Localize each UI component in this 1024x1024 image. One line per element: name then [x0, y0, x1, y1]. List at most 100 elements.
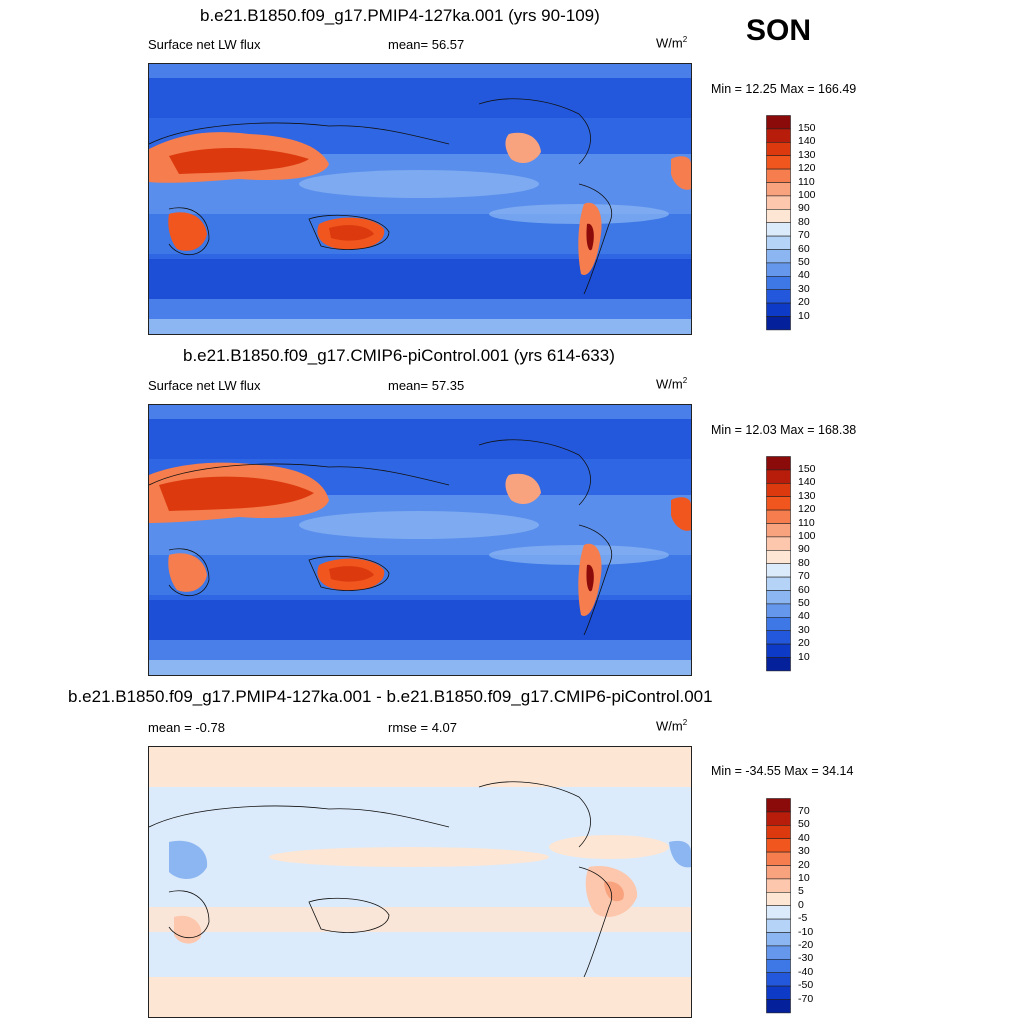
- colorbar-swatch: [766, 115, 791, 130]
- colorbar-tick-label: 30: [798, 282, 810, 295]
- colorbar-swatch: [766, 563, 791, 578]
- colorbar-swatch: [766, 316, 791, 331]
- colorbar-swatch: [766, 851, 791, 866]
- colorbar-tick-label: -40: [798, 965, 814, 978]
- colorbar-swatch: [766, 262, 791, 277]
- map-panel-1: [148, 63, 692, 335]
- colorbar-tick-label: -30: [798, 952, 814, 965]
- colorbar-swatch: [766, 892, 791, 907]
- colorbar-swatches: [766, 456, 791, 672]
- colorbar-tick-label: 20: [798, 637, 810, 650]
- colorbar-swatch: [766, 182, 791, 197]
- colorbar-swatch: [766, 590, 791, 605]
- colorbar-swatch: [766, 945, 791, 960]
- colorbar-swatch: [766, 603, 791, 618]
- colorbar-swatch: [766, 811, 791, 826]
- colorbar-tick-label: -20: [798, 938, 814, 951]
- colorbar-tick-label: 140: [798, 476, 816, 489]
- panel-1-units: W/m2: [656, 35, 688, 51]
- map-panel-3: [148, 746, 692, 1018]
- colorbar-tick-label: 120: [798, 503, 816, 516]
- colorbar-panel-2: 150 140 130 120 110 100 90 80 70 60 50 40 30 20 10: [766, 456, 816, 677]
- panel-1-mean: mean= 56.57: [388, 37, 465, 52]
- colorbar-swatch: [766, 999, 791, 1014]
- colorbar-tick-label: 40: [798, 831, 810, 844]
- colorbar-tick-label: 130: [798, 148, 816, 161]
- panel-1-minmax: Min = 12.25 Max = 166.49: [711, 82, 857, 96]
- colorbar-tick-label: -10: [798, 925, 814, 938]
- map-1-field: [149, 64, 691, 334]
- panel-3-minmax: Min = -34.55 Max = 34.14: [711, 764, 854, 778]
- colorbar-swatch: [766, 496, 791, 511]
- colorbar-swatch: [766, 235, 791, 250]
- colorbar-swatch: [766, 509, 791, 524]
- colorbar-swatch: [766, 128, 791, 143]
- colorbar-tick-label: -50: [798, 979, 814, 992]
- colorbar-swatch: [766, 643, 791, 658]
- colorbar-tick-label: 70: [798, 570, 810, 583]
- colorbar-tick-label: 60: [798, 583, 810, 596]
- colorbar-tick-label: 130: [798, 489, 816, 502]
- colorbar-swatch: [766, 289, 791, 304]
- colorbar-tick-label: 150: [798, 462, 816, 475]
- map-2-field: [149, 405, 691, 675]
- colorbar-swatch: [766, 302, 791, 317]
- colorbar-tick-label: -5: [798, 912, 808, 925]
- colorbar-swatch: [766, 456, 791, 471]
- colorbar-swatches: [766, 115, 791, 331]
- colorbar-tick-label: 50: [798, 255, 810, 268]
- colorbar-swatch: [766, 523, 791, 538]
- colorbar-tick-label: 110: [798, 175, 815, 188]
- colorbar-swatch: [766, 276, 791, 291]
- colorbar-tick-label: 90: [798, 202, 810, 215]
- colorbar-tick-label: 40: [798, 610, 810, 623]
- colorbar-tick-label: 50: [798, 596, 810, 609]
- colorbar-swatch: [766, 209, 791, 224]
- panel-2-mean: mean= 57.35: [388, 378, 465, 393]
- colorbar-tick-label: 110: [798, 516, 815, 529]
- colorbar-tick-label: 100: [798, 188, 816, 201]
- colorbar-tick-label: 30: [798, 623, 810, 636]
- colorbar-swatch: [766, 824, 791, 839]
- colorbar-swatch: [766, 918, 791, 933]
- colorbar-tick-label: 120: [798, 162, 816, 175]
- colorbar-swatch: [766, 536, 791, 551]
- colorbar-tick-label: -70: [798, 992, 814, 1005]
- colorbar-tick-label: 100: [798, 529, 816, 542]
- colorbar-tick-label: 90: [798, 543, 810, 556]
- panel-1-variable: Surface net LW flux: [148, 37, 261, 52]
- panel-2-variable: Surface net LW flux: [148, 378, 261, 393]
- colorbar-panel-1: 150 140 130 120 110 100 90 80 70 60 50 40 30 20 10: [766, 115, 816, 336]
- colorbar-swatch: [766, 617, 791, 632]
- colorbar-tick-label: 5: [798, 885, 804, 898]
- colorbar-swatch: [766, 865, 791, 880]
- colorbar-swatch: [766, 905, 791, 920]
- colorbar-swatch: [766, 469, 791, 484]
- colorbar-swatch: [766, 838, 791, 853]
- colorbar-tick-label: 10: [798, 309, 810, 322]
- colorbar-tick-label: 20: [798, 858, 810, 871]
- colorbar-swatch: [766, 657, 791, 672]
- colorbar-tick-label: 20: [798, 296, 810, 309]
- colorbar-swatch: [766, 168, 791, 183]
- colorbar-tick-label: 30: [798, 845, 810, 858]
- panel-2-title: b.e21.B1850.f09_g17.CMIP6-piControl.001 …: [183, 346, 615, 365]
- colorbar-tick-label: 50: [798, 818, 810, 831]
- colorbar-panel-3: 70 50 40 30 20 10 5 0 -5 -10 -20 -30 -40 -50 -70: [766, 798, 813, 1019]
- panel-1-title: b.e21.B1850.f09_g17.PMIP4-127ka.001 (yrs…: [200, 6, 600, 25]
- panel-3-title: b.e21.B1850.f09_g17.PMIP4-127ka.001 - b.…: [68, 687, 713, 706]
- panel-2-units: W/m2: [656, 376, 688, 392]
- colorbar-swatch: [766, 576, 791, 591]
- map-3-field: [149, 747, 691, 1017]
- colorbar-tick-label: 150: [798, 121, 816, 134]
- colorbar-swatch: [766, 222, 791, 237]
- colorbar-tick-label: 40: [798, 269, 810, 282]
- colorbar-swatch: [766, 972, 791, 987]
- colorbar-swatch: [766, 482, 791, 497]
- colorbar-swatch: [766, 932, 791, 947]
- colorbar-swatch: [766, 141, 791, 156]
- panel-3-units: W/m2: [656, 718, 688, 734]
- season-label: SON: [746, 14, 812, 47]
- colorbar-swatch: [766, 195, 791, 210]
- colorbar-swatch: [766, 155, 791, 170]
